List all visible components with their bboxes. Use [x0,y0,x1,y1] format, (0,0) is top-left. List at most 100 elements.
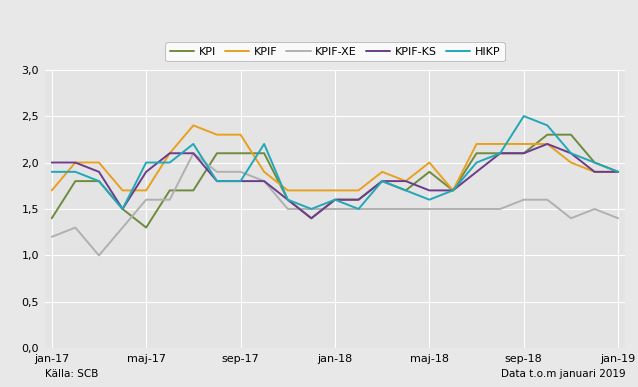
KPIF [260,170,268,174]
KPIF [567,160,575,165]
KPIF-KS [142,170,150,174]
HIKP [449,188,457,193]
KPI [48,216,56,221]
KPIF-XE [71,225,79,230]
Line: KPIF-KS: KPIF-KS [52,144,618,218]
HIKP [95,179,103,183]
KPIF [71,160,79,165]
Line: KPIF: KPIF [52,125,618,190]
HIKP [166,160,174,165]
KPIF-XE [308,207,315,211]
KPIF [48,188,56,193]
KPIF-XE [142,197,150,202]
KPIF-XE [213,170,221,174]
HIKP [402,188,410,193]
KPIF-KS [284,197,292,202]
Line: HIKP: HIKP [52,116,618,209]
KPIF-XE [48,235,56,239]
KPI [95,179,103,183]
KPIF [308,188,315,193]
KPIF-KS [378,179,386,183]
KPIF-XE [260,179,268,183]
KPIF-XE [426,207,433,211]
KPIF-XE [95,253,103,258]
KPIF-KS [237,179,244,183]
KPIF-XE [449,207,457,211]
KPIF-XE [355,207,362,211]
KPIF [473,142,480,146]
KPI [378,179,386,183]
KPIF-KS [308,216,315,221]
KPIF-KS [520,151,528,156]
HIKP [260,142,268,146]
KPIF-XE [614,216,622,221]
KPIF-XE [496,207,504,211]
KPIF-XE [119,225,126,230]
HIKP [213,179,221,183]
HIKP [520,114,528,118]
KPIF-KS [544,142,551,146]
KPI [237,151,244,156]
KPIF-XE [567,216,575,221]
KPIF [284,188,292,193]
HIKP [614,170,622,174]
KPIF [119,188,126,193]
KPI [119,207,126,211]
KPIF-XE [331,207,339,211]
HIKP [355,207,362,211]
KPIF [166,151,174,156]
KPIF [544,142,551,146]
KPIF [331,188,339,193]
KPI [449,188,457,193]
Line: KPI: KPI [52,135,618,228]
HIKP [473,160,480,165]
KPI [355,197,362,202]
KPIF-KS [331,197,339,202]
KPI [426,170,433,174]
KPIF [213,132,221,137]
KPIF [402,179,410,183]
Legend: KPI, KPIF, KPIF-XE, KPIF-KS, HIKP: KPI, KPIF, KPIF-XE, KPIF-KS, HIKP [165,43,505,61]
KPI [166,188,174,193]
KPIF-XE [473,207,480,211]
KPIF [237,132,244,137]
KPIF [520,142,528,146]
KPIF-KS [71,160,79,165]
HIKP [71,170,79,174]
KPI [189,188,197,193]
KPIF-XE [166,197,174,202]
KPIF [95,160,103,165]
KPIF-KS [355,197,362,202]
KPIF-KS [119,207,126,211]
HIKP [567,151,575,156]
KPIF-XE [237,170,244,174]
KPI [402,188,410,193]
KPIF [614,170,622,174]
KPIF [449,188,457,193]
KPIF [142,188,150,193]
HIKP [378,179,386,183]
KPIF [591,170,598,174]
HIKP [496,151,504,156]
HIKP [48,170,56,174]
KPIF-XE [378,207,386,211]
KPIF-KS [402,179,410,183]
KPI [591,160,598,165]
KPI [496,151,504,156]
HIKP [308,207,315,211]
KPIF [189,123,197,128]
KPIF-XE [544,197,551,202]
KPIF-KS [48,160,56,165]
KPIF-KS [567,151,575,156]
KPI [213,151,221,156]
KPIF-KS [189,151,197,156]
KPIF-KS [166,151,174,156]
KPIF-XE [284,207,292,211]
HIKP [119,207,126,211]
KPIF [378,170,386,174]
KPIF-KS [496,151,504,156]
KPIF-KS [473,170,480,174]
KPIF-KS [95,170,103,174]
KPIF-XE [189,151,197,156]
KPI [142,225,150,230]
